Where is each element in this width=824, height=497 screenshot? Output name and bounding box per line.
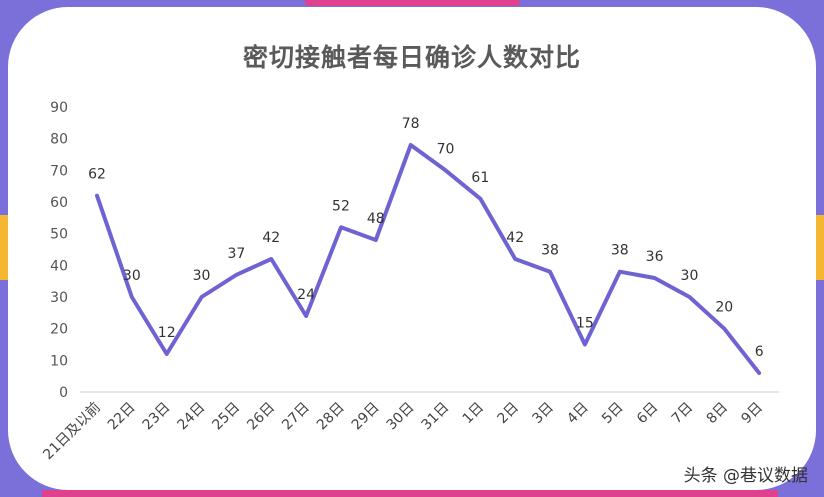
left-accent-bar <box>0 215 8 280</box>
chart-card <box>8 7 816 490</box>
y-tick-label: 10 <box>50 353 68 369</box>
x-tick-label: 27日 <box>279 400 313 434</box>
x-tick-label: 22日 <box>105 400 139 434</box>
top-accent-bar <box>305 0 520 6</box>
data-label: 6 <box>755 344 764 360</box>
data-label: 30 <box>193 268 211 284</box>
data-label: 37 <box>227 246 245 262</box>
x-tick-label: 21日及以前 <box>40 399 104 463</box>
bottom-accent-bar <box>42 490 778 497</box>
x-tick-label: 6日 <box>634 400 662 428</box>
y-axis-ticks: 0 10 20 30 40 50 60 70 80 90 <box>50 100 68 401</box>
x-tick-label: 5日 <box>599 400 627 428</box>
x-tick-label: 7日 <box>669 400 697 428</box>
series-line <box>95 143 762 375</box>
x-tick-label: 4日 <box>564 400 592 428</box>
data-label: 36 <box>646 249 664 265</box>
y-tick-label: 80 <box>50 132 68 148</box>
x-axis-ticks: 21日及以前 22日 23日 24日 25日 26日 27日 28日 29日 30日 31日 1日 2日… <box>40 399 766 463</box>
data-label: 70 <box>437 141 455 157</box>
data-label: 24 <box>297 287 315 303</box>
x-tick-label: 24日 <box>175 400 209 434</box>
x-tick-label: 2日 <box>495 400 523 428</box>
data-label: 20 <box>715 300 733 316</box>
x-tick-label: 30日 <box>384 400 418 434</box>
data-label: 12 <box>158 325 176 341</box>
y-tick-label: 50 <box>50 227 68 243</box>
data-label: 48 <box>367 211 385 227</box>
right-accent-bar <box>816 215 824 280</box>
y-tick-label: 30 <box>50 290 68 306</box>
x-tick-label: 25日 <box>209 400 243 434</box>
x-tick-label: 9日 <box>738 400 766 428</box>
x-tick-label: 31日 <box>419 400 453 434</box>
y-tick-label: 90 <box>50 100 68 116</box>
data-labels: 62 30 12 30 37 42 24 52 48 78 70 61 42 38 15 38 36 30 20 6 <box>88 116 764 360</box>
data-label: 30 <box>681 268 699 284</box>
x-tick-label: 3日 <box>529 400 557 428</box>
x-tick-label: 26日 <box>244 400 278 434</box>
y-tick-label: 70 <box>50 163 68 179</box>
x-tick-label: 8日 <box>704 400 732 428</box>
data-label: 61 <box>471 170 489 186</box>
x-tick-label: 28日 <box>314 400 348 434</box>
data-label: 52 <box>332 198 350 214</box>
data-label: 42 <box>262 230 280 246</box>
data-label: 15 <box>576 316 594 332</box>
watermark: 头条 @巷议数据 <box>683 466 808 486</box>
data-label: 38 <box>541 243 559 259</box>
data-label: 38 <box>611 243 629 259</box>
x-tick-label: 29日 <box>349 400 383 434</box>
data-label: 42 <box>506 230 524 246</box>
data-label: 62 <box>88 167 106 183</box>
y-tick-label: 0 <box>59 385 68 401</box>
chart-title: 密切接触者每日确诊人数对比 <box>242 43 581 72</box>
data-label: 78 <box>402 116 420 132</box>
y-tick-label: 60 <box>50 195 68 211</box>
x-tick-label: 23日 <box>140 400 174 434</box>
x-tick-label: 1日 <box>460 400 488 428</box>
y-tick-label: 40 <box>50 258 68 274</box>
y-tick-label: 20 <box>50 322 68 338</box>
data-label: 30 <box>123 268 141 284</box>
